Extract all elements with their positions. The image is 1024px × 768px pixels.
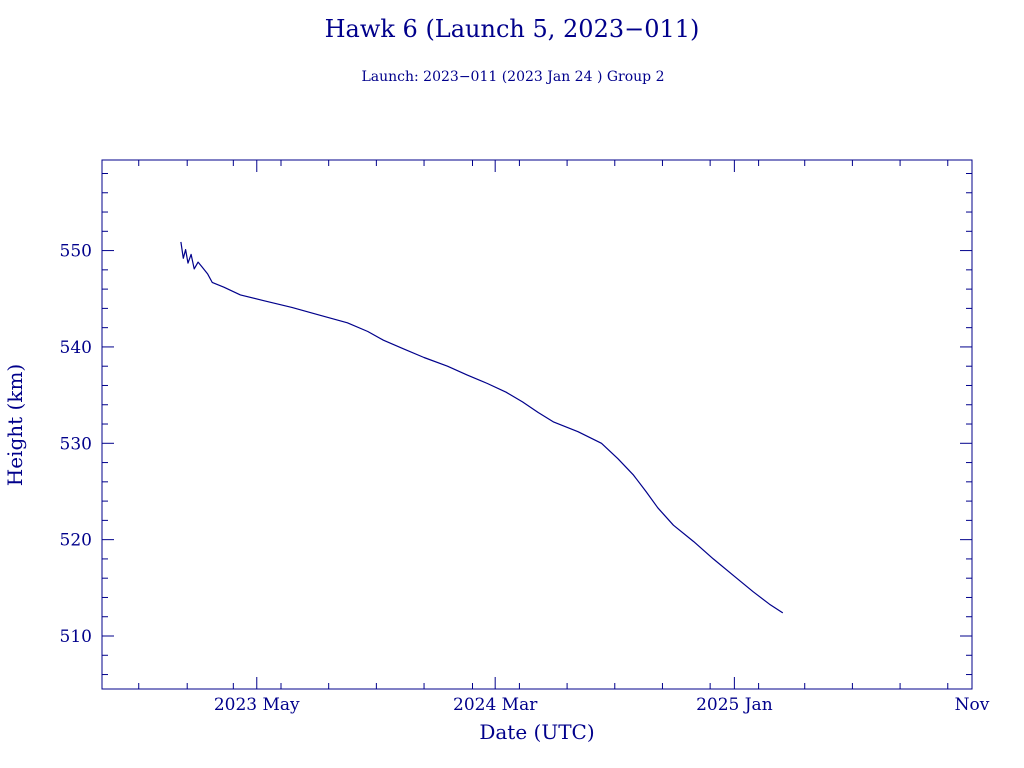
y-axis-ticks: 510 520 530 540 550	[60, 172, 972, 676]
y-tick-label: 550	[60, 242, 92, 262]
y-tick-label: 530	[60, 434, 92, 454]
plot-frame	[101, 159, 973, 690]
x-axis-label: Date (UTC)	[479, 720, 594, 744]
y-axis-label: Height (km)	[3, 364, 27, 486]
y-tick-label: 520	[60, 531, 92, 551]
series-line	[180, 241, 784, 614]
chart-title: Hawk 6 (Launch 5, 2023−011)	[325, 15, 700, 43]
y-tick-label: 540	[60, 338, 92, 358]
y-tick-label: 510	[60, 627, 92, 647]
x-tick-label: 2024 Mar	[453, 695, 538, 715]
x-tick-label: Nov	[955, 695, 990, 715]
x-tick-label: 2023 May	[214, 695, 300, 715]
data-layer	[180, 241, 784, 614]
x-tick-label: 2025 Jan	[696, 695, 773, 715]
x-axis-ticks: 2023 May 2024 Mar 2025 Jan Nov	[138, 160, 990, 715]
chart-subtitle: Launch: 2023−011 (2023 Jan 24 ) Group 2	[361, 69, 664, 85]
